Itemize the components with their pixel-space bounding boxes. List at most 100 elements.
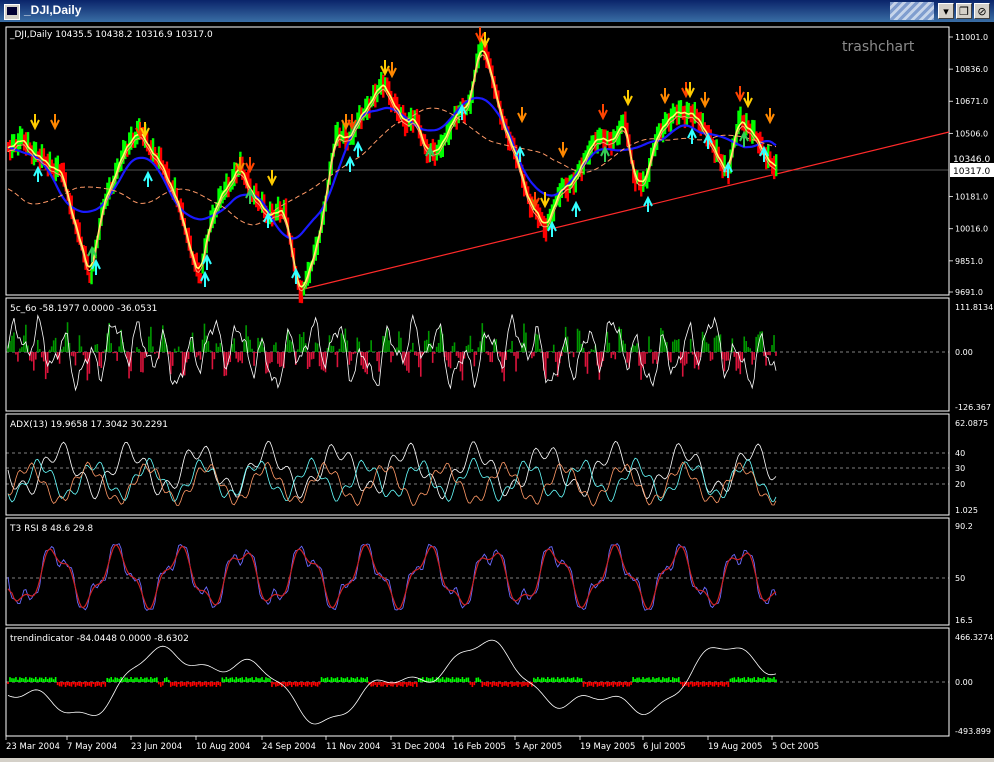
histogram-bar — [9, 341, 11, 352]
titlebar-decoration — [890, 2, 934, 20]
trend-bar — [360, 677, 362, 682]
histogram-bar — [269, 352, 271, 363]
trend-bar — [557, 677, 559, 682]
trend-bar — [225, 677, 227, 682]
histogram-bar — [307, 352, 309, 369]
histogram-bar — [150, 327, 152, 352]
pane-4-min-label: -493.899 — [955, 727, 991, 736]
trend-bar — [49, 678, 51, 682]
trend-bar — [130, 677, 132, 682]
trend-bar — [192, 682, 194, 686]
trend-bar — [722, 682, 724, 686]
chart-area[interactable]: _DJI,Daily 10435.5 10438.2 10316.9 10317… — [0, 22, 994, 758]
trend-bar — [243, 680, 245, 682]
trend-bar — [708, 682, 710, 687]
trend-bar — [692, 682, 694, 687]
trend-bar — [97, 682, 99, 686]
histogram-bar — [75, 352, 77, 365]
trend-bar — [640, 679, 642, 682]
trend-bar — [734, 677, 736, 682]
buy-arrow-icon — [548, 223, 556, 237]
histogram-bar — [102, 352, 104, 353]
histogram-bar — [640, 352, 642, 380]
trend-bar — [222, 677, 224, 682]
trend-bar — [773, 677, 775, 682]
histogram-bar — [35, 352, 37, 360]
trend-bar — [63, 682, 65, 685]
histogram-bar — [636, 343, 638, 352]
sell-arrow-icon — [701, 92, 709, 106]
trend-bar — [186, 682, 188, 687]
histogram-bar — [73, 352, 75, 356]
trend-bar — [152, 679, 154, 682]
y-tick-label: 10181.0 — [955, 193, 988, 202]
trend-bar — [466, 678, 468, 682]
trend-bar — [743, 677, 745, 682]
trend-bar — [218, 682, 220, 685]
histogram-bar — [386, 328, 388, 352]
trend-bar — [372, 682, 374, 686]
histogram-bar — [710, 352, 712, 361]
trend-bar — [509, 682, 511, 684]
histogram-bar — [519, 351, 521, 352]
histogram-bar — [428, 331, 430, 352]
histogram-bar — [650, 349, 652, 352]
trend-bar — [116, 678, 118, 682]
histogram-bar — [612, 352, 614, 355]
histogram-bar — [370, 340, 372, 352]
sell-arrow-icon — [736, 86, 744, 100]
histogram-bar — [380, 351, 382, 352]
trend-bar — [291, 682, 293, 687]
pane-2-min-label: 1.025 — [955, 506, 978, 515]
histogram-bar — [374, 351, 376, 352]
trend-bar — [39, 677, 41, 682]
trend-bar — [341, 677, 343, 682]
chart-canvas[interactable]: _DJI,Daily 10435.5 10438.2 10316.9 10317… — [0, 22, 994, 758]
trend-bar — [571, 678, 573, 682]
histogram-bar — [118, 346, 120, 352]
trend-bar — [747, 677, 749, 682]
histogram-bar — [579, 331, 581, 352]
histogram-bar — [680, 352, 682, 363]
histogram-bar — [144, 352, 146, 358]
y-tick-label: 11001.0 — [955, 33, 988, 42]
trend-bar — [351, 677, 353, 682]
histogram-bar — [249, 340, 251, 352]
histogram-bar — [239, 352, 241, 361]
dropdown-button[interactable]: ▾ — [938, 3, 954, 19]
histogram-bar — [315, 343, 317, 352]
histogram-bar — [599, 352, 601, 380]
trend-bar — [150, 677, 152, 682]
histogram-bar — [472, 349, 474, 352]
trend-bar — [122, 679, 124, 682]
trend-bar — [140, 677, 142, 682]
trend-bar — [676, 678, 678, 682]
trend-bar — [593, 682, 595, 687]
histogram-bar — [291, 342, 293, 352]
restore-button[interactable]: ❐ — [956, 3, 972, 19]
histogram-bar — [289, 340, 291, 352]
trend-bar — [235, 677, 237, 682]
histogram-bar — [273, 345, 275, 352]
trend-bar — [674, 678, 676, 682]
trend-bar — [325, 678, 327, 682]
x-tick-label: 16 Feb 2005 — [453, 742, 506, 752]
trend-bar — [406, 682, 408, 687]
trend-bar — [100, 682, 102, 687]
trend-bar — [652, 677, 654, 682]
trend-bar — [21, 678, 23, 682]
close-button[interactable]: ⊘ — [974, 3, 990, 19]
x-tick-label: 5 Apr 2005 — [515, 742, 562, 752]
histogram-bar — [341, 333, 343, 352]
trend-bar — [7, 682, 9, 684]
histogram-bar — [251, 349, 253, 352]
x-tick-label: 31 Dec 2004 — [391, 742, 445, 752]
trend-bar — [718, 682, 720, 687]
trend-bar — [398, 682, 400, 685]
trend-bar — [251, 677, 253, 682]
histogram-bar — [553, 345, 555, 352]
trend-bar — [263, 680, 265, 682]
trend-bar — [702, 682, 704, 687]
trend-bar — [549, 679, 551, 682]
trend-bar — [229, 678, 231, 682]
